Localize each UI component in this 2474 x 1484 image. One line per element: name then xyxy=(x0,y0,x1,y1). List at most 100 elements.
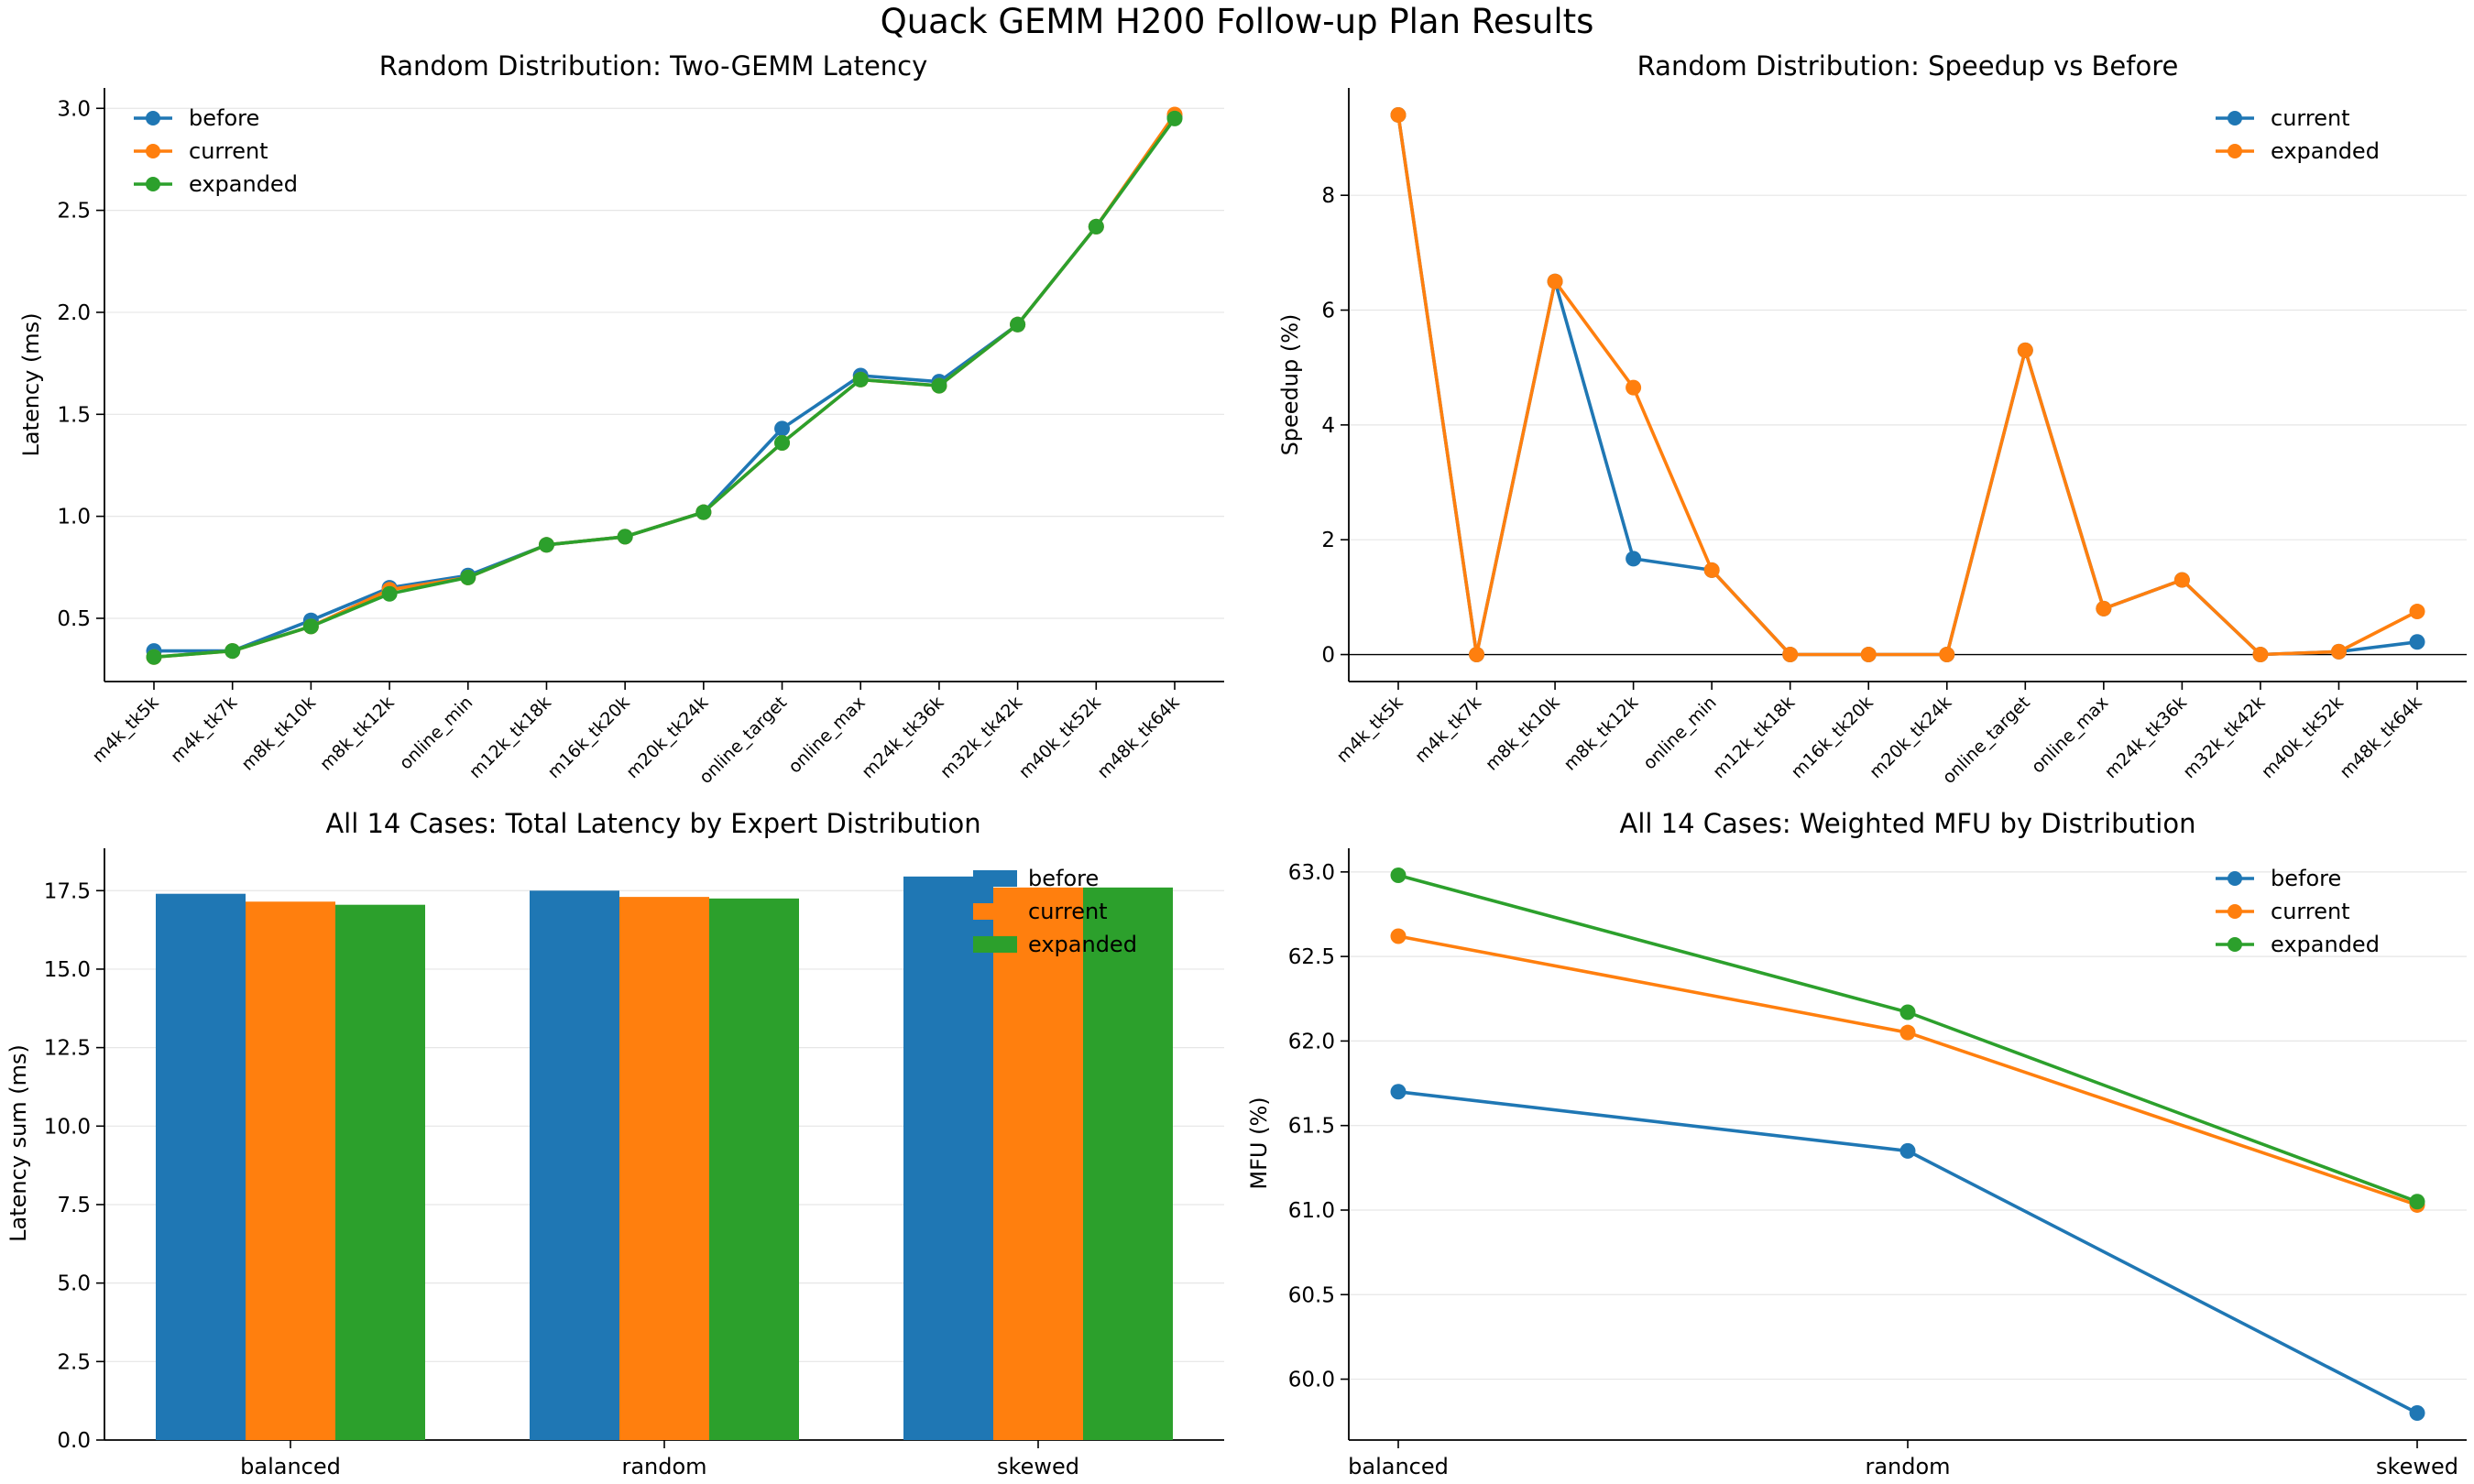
speedup-legend-marker xyxy=(2228,144,2242,158)
latency-ytick-label: 1.0 xyxy=(57,506,91,529)
speedup-ytick-label: 0 xyxy=(1321,644,1335,668)
total-latency-xtick-label: random xyxy=(621,1454,706,1479)
speedup-point-expanded xyxy=(1547,273,1563,289)
latency-legend-label: before xyxy=(189,105,259,131)
mfu-legend-label: current xyxy=(2271,899,2350,924)
total-latency-legend-label: before xyxy=(1028,866,1099,891)
speedup-chart-ylabel: Speedup (%) xyxy=(1277,314,1303,456)
latency-ytick-label: 0.5 xyxy=(57,607,91,631)
latency-legend-marker xyxy=(146,111,160,125)
total-latency-legend-swatch xyxy=(973,936,1017,953)
mfu-legend-marker xyxy=(2228,937,2242,952)
speedup-point-expanded xyxy=(1782,647,1799,663)
speedup-point-expanded xyxy=(1703,562,1720,578)
latency-chart-title: Random Distribution: Two-GEMM Latency xyxy=(379,50,928,82)
total-latency-bar-current xyxy=(619,897,709,1440)
speedup-point-expanded xyxy=(1469,647,1485,663)
mfu-legend-marker xyxy=(2228,871,2242,886)
mfu-chart-ylabel: MFU (%) xyxy=(1246,1097,1272,1189)
speedup-point-expanded xyxy=(2252,647,2269,663)
mfu-xtick-label: balanced xyxy=(1348,1454,1449,1479)
latency-chart-ylabel: Latency (ms) xyxy=(18,312,44,456)
speedup-ytick-label: 6 xyxy=(1321,300,1335,323)
latency-point-expanded xyxy=(1088,218,1104,235)
mfu-point-expanded xyxy=(2409,1194,2425,1210)
mfu-point-current xyxy=(1390,928,1407,944)
mfu-point-expanded xyxy=(1899,1004,1916,1020)
latency-series-line-expanded xyxy=(153,117,1177,660)
mfu-ytick-label: 61.0 xyxy=(1288,1199,1335,1223)
total-latency-chart-title: All 14 Cases: Total Latency by Expert Di… xyxy=(325,808,980,839)
total-latency-ytick-label: 5.0 xyxy=(57,1272,91,1296)
total-latency-bar-before xyxy=(903,876,993,1440)
total-latency-ytick-label: 2.5 xyxy=(57,1350,91,1374)
total-latency-legend-swatch xyxy=(973,870,1017,887)
mfu-xtick-label: skewed xyxy=(2376,1454,2458,1479)
mfu-ytick-label: 60.0 xyxy=(1288,1369,1335,1392)
total-latency-bar-current xyxy=(993,887,1083,1440)
total-latency-bar-expanded xyxy=(709,898,799,1440)
mfu-point-before xyxy=(2409,1404,2425,1421)
speedup-legend-label: current xyxy=(2271,105,2350,131)
mfu-legend-marker xyxy=(2228,904,2242,919)
total-latency-bar-before xyxy=(530,890,619,1440)
total-latency-legend-label: current xyxy=(1028,899,1108,924)
speedup-ytick-label: 2 xyxy=(1321,529,1335,552)
latency-ytick-label: 1.5 xyxy=(57,403,91,427)
latency-legend-label: expanded xyxy=(189,171,298,197)
mfu-ytick-label: 63.0 xyxy=(1288,861,1335,885)
speedup-point-expanded xyxy=(2017,342,2033,358)
total-latency-ytick-label: 17.5 xyxy=(44,879,91,903)
total-latency-xtick-label: skewed xyxy=(997,1454,1079,1479)
latency-point-expanded xyxy=(146,649,162,665)
speedup-series-line-expanded xyxy=(1396,115,2418,657)
total-latency-bar-chart: All 14 Cases: Total Latency by Expert Di… xyxy=(5,808,1224,1479)
total-latency-ytick-label: 10.0 xyxy=(44,1115,91,1139)
mfu-legend-label: before xyxy=(2271,866,2341,891)
mfu-point-current xyxy=(1899,1024,1916,1041)
mfu-point-expanded xyxy=(1390,867,1407,884)
total-latency-ytick-label: 0.0 xyxy=(57,1429,91,1453)
latency-point-expanded xyxy=(381,585,398,602)
total-latency-bar-expanded xyxy=(335,904,425,1440)
speedup-chart-title: Random Distribution: Speedup vs Before xyxy=(1637,50,2179,82)
speedup-point-current xyxy=(1626,551,1642,567)
latency-point-expanded xyxy=(852,371,869,387)
speedup-ytick-label: 4 xyxy=(1321,414,1335,438)
latency-point-expanded xyxy=(302,618,319,635)
latency-legend-marker xyxy=(146,177,160,191)
speedup-point-expanded xyxy=(1390,106,1407,123)
latency-point-expanded xyxy=(617,529,633,545)
total-latency-ytick-label: 15.0 xyxy=(44,958,91,982)
mfu-line-chart: All 14 Cases: Weighted MFU by Distributi… xyxy=(1246,808,2467,1479)
latency-point-expanded xyxy=(695,504,712,520)
mfu-legend-label: expanded xyxy=(2271,932,2380,957)
total-latency-bar-expanded xyxy=(1083,887,1173,1440)
speedup-point-expanded xyxy=(1860,647,1877,663)
speedup-point-expanded xyxy=(2409,604,2425,620)
mfu-ytick-label: 61.5 xyxy=(1288,1115,1335,1139)
total-latency-ytick-label: 7.5 xyxy=(57,1194,91,1217)
latency-legend-label: current xyxy=(189,138,268,164)
latency-point-expanded xyxy=(1166,110,1183,126)
speedup-point-expanded xyxy=(2330,643,2347,660)
total-latency-legend-swatch xyxy=(973,903,1017,920)
latency-point-before xyxy=(774,420,791,437)
total-latency-chart-ylabel: Latency sum (ms) xyxy=(5,1044,31,1242)
total-latency-legend-label: expanded xyxy=(1028,932,1137,957)
total-latency-xtick-label: balanced xyxy=(240,1454,341,1479)
latency-ytick-label: 2.0 xyxy=(57,301,91,325)
latency-ytick-label: 2.5 xyxy=(57,200,91,224)
mfu-point-before xyxy=(1390,1084,1407,1100)
latency-ytick-label: 3.0 xyxy=(57,97,91,121)
mfu-point-before xyxy=(1899,1142,1916,1159)
latency-legend-marker xyxy=(146,144,160,158)
speedup-point-expanded xyxy=(2096,600,2112,617)
total-latency-ytick-label: 12.5 xyxy=(44,1037,91,1061)
speedup-point-current xyxy=(2409,634,2425,650)
speedup-point-expanded xyxy=(1626,379,1642,396)
speedup-point-expanded xyxy=(1939,647,1955,663)
total-latency-bar-current xyxy=(246,901,335,1440)
latency-point-expanded xyxy=(774,434,791,451)
